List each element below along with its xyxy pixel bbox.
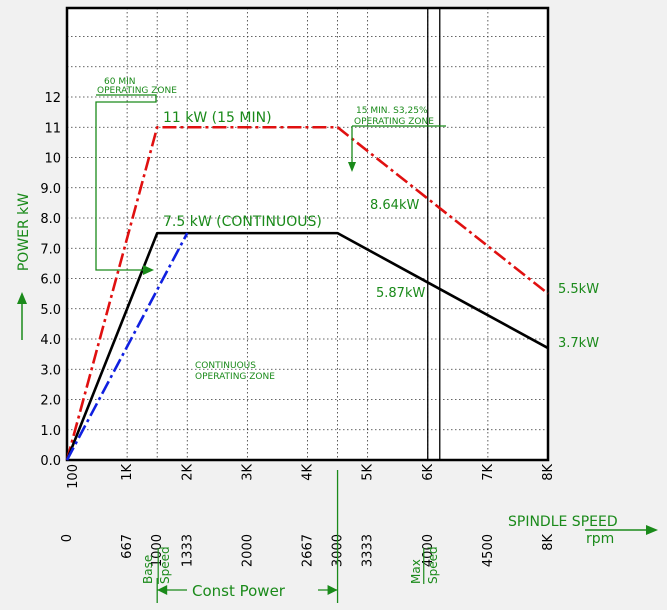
value-3-7kw: 3.7kW [558, 336, 599, 351]
y-tick-label: 6.0 [40, 273, 61, 288]
series-line-1 [65, 231, 549, 461]
x-tick-label-bottom: 1333 [180, 534, 195, 567]
x-tick-label-top: 100 [66, 464, 81, 489]
y-tick-label: 9.0 [40, 182, 61, 197]
annotation-continuous: CONTINUOUS [195, 361, 256, 371]
y-tick-label: 10 [44, 152, 61, 167]
y-tick-label: 7.0 [40, 242, 61, 257]
x-tick-label-bottom: 667 [120, 534, 135, 559]
y-axis-label: POWER kW [16, 193, 32, 271]
y-tick-label: 4.0 [40, 333, 61, 348]
label-11kw: 11 kW (15 MIN) [163, 110, 272, 126]
annotation-60min-arrow [143, 265, 154, 275]
y-tick-label: 3.0 [40, 363, 61, 378]
label-base-speed: Speed [158, 546, 172, 584]
x-tick-label-top: 2K [180, 464, 195, 481]
x-tick-label-bottom: 8K [541, 534, 556, 551]
y-tick-label: 8.0 [40, 212, 61, 227]
x-axis-label: SPINDLE SPEED [508, 514, 618, 530]
annotation-60min: 60 MIN [104, 77, 135, 87]
y-tick-label: 0.0 [40, 454, 61, 469]
x-tick-label-top: 5K [361, 464, 376, 481]
label-max: Max [409, 559, 423, 584]
label-base: Base [141, 555, 155, 584]
x-tick-label-bottom: 2667 [301, 534, 316, 567]
x-tick-label-bottom: 4000 [421, 534, 436, 567]
value-5-5kw: 5.5kW [558, 282, 599, 297]
label-const-power: Const Power [192, 582, 286, 600]
x-tick-label-top: 3K [240, 464, 255, 481]
label-max-speed: Speed [426, 546, 440, 584]
y-tick-label: 5.0 [40, 303, 61, 318]
annotation-60min-zone: OPERATING ZONE [97, 86, 177, 96]
x-tick-label-bottom: 2000 [240, 534, 255, 567]
series-line-0 [65, 125, 549, 461]
y-tick-label: 12 [44, 91, 61, 106]
annotation-15min-zone: OPERATING ZONE [354, 117, 434, 127]
x-axis-arrowhead [646, 525, 658, 535]
value-8-64kw: 8.64kW [370, 198, 419, 213]
annotation-60min-leader [95, 94, 157, 271]
label-7-5kw: 7.5 kW (CONTINUOUS) [163, 214, 322, 230]
plot-frame [65, 6, 550, 462]
x-tick-label-top: 1K [120, 464, 135, 481]
const-power-arrow-left [157, 585, 168, 595]
y-tick-label: 11 [44, 121, 61, 136]
annotation-continuous-zone: OPERATING ZONE [195, 372, 275, 382]
y-tick-label: 1.0 [40, 424, 61, 439]
const-power-arrow-right [327, 585, 338, 595]
series-line-2 [65, 232, 189, 461]
annotation-15min: 15 MIN. S3,25% [356, 106, 428, 116]
x-tick-label-bottom: 0 [60, 534, 75, 542]
annotation-15min-arrow [348, 162, 356, 172]
value-5-87kw: 5.87kW [376, 286, 425, 301]
x-axis-unit: rpm [586, 531, 614, 547]
x-tick-label-top: 4K [301, 464, 316, 481]
x-tick-label-top: 7K [481, 464, 496, 481]
x-tick-label-bottom: 3333 [361, 534, 376, 567]
x-tick-label-top: 8K [541, 464, 556, 481]
x-tick-label-bottom: 4500 [481, 534, 496, 567]
x-tick-label-top: 6K [421, 464, 436, 481]
y-axis-arrowhead [17, 292, 27, 304]
y-tick-label: 2.0 [40, 394, 61, 409]
